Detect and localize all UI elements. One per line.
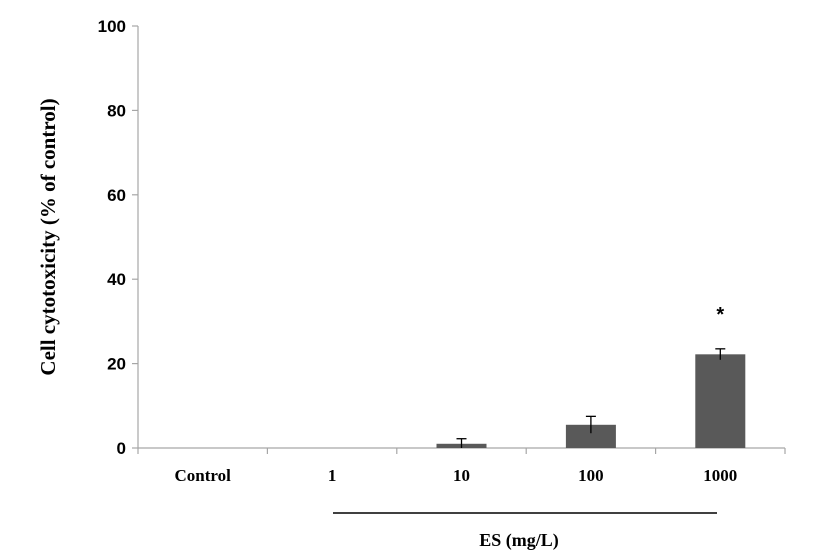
y-tick-label: 40 <box>107 270 126 289</box>
significance-marker: * <box>716 304 724 326</box>
x-tick-label: 10 <box>453 466 470 485</box>
y-tick-group: 0 20 40 60 80 100 <box>98 17 138 458</box>
y-tick-label: 0 <box>117 439 126 458</box>
x-tick-label: 100 <box>578 466 604 485</box>
x-tick-group: Control 1 10 100 1000 <box>137 448 786 485</box>
y-tick-label: 20 <box>107 355 126 374</box>
group-label: ES (mg/L) <box>479 530 559 551</box>
y-tick-label: 80 <box>107 101 126 120</box>
y-tick-label: 100 <box>98 17 126 36</box>
x-tick-label: Control <box>175 466 232 485</box>
bar <box>565 424 616 448</box>
x-tick-label: 1000 <box>703 466 737 485</box>
x-tick-label: 1 <box>328 466 337 485</box>
y-tick-label: 60 <box>107 186 126 205</box>
bar <box>695 354 746 448</box>
y-axis-label: Cell cytotoxicity (% of control) <box>36 98 60 375</box>
bar-group: * <box>436 304 746 448</box>
